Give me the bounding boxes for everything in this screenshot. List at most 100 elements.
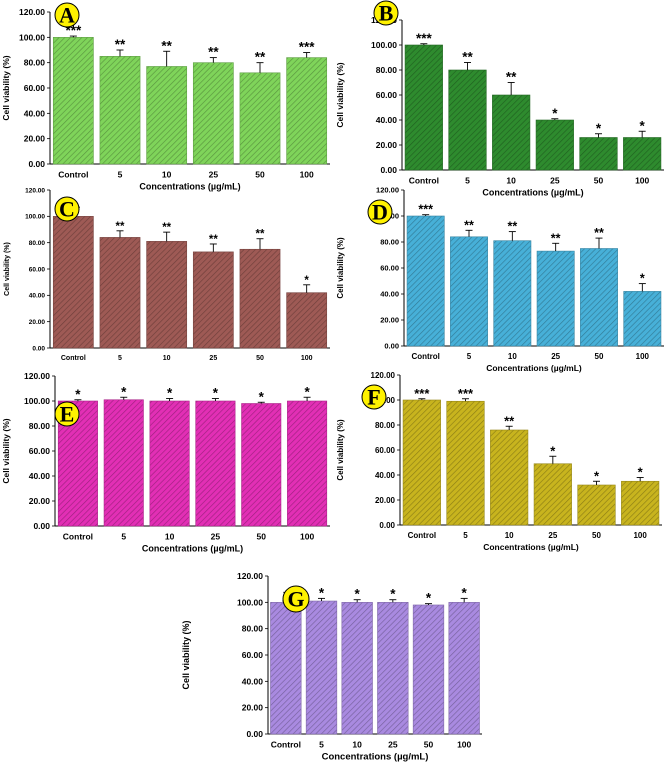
x-tick-label: 50 xyxy=(424,740,434,750)
x-tick-label: 10 xyxy=(508,352,517,361)
x-tick-label: 100 xyxy=(635,176,649,186)
x-tick-label: 50 xyxy=(594,176,604,186)
significance-marker: * xyxy=(552,106,558,121)
x-tick-label: 5 xyxy=(121,532,126,542)
panel-letter: E xyxy=(60,402,75,427)
significance-marker: ** xyxy=(464,218,474,232)
bar-100 xyxy=(286,57,328,165)
y-axis-title: Cell viability (%) xyxy=(181,620,191,689)
bar-100 xyxy=(623,137,662,171)
y-tick-label: 100.00 xyxy=(237,597,263,607)
y-tick-label: 60.00 xyxy=(24,83,46,93)
chart-panel-b: 0.0020.0040.0060.0080.00100.00120.00***C… xyxy=(334,0,669,198)
y-tick-label: 0.00 xyxy=(379,521,395,530)
bar-100 xyxy=(448,602,480,735)
bar-10 xyxy=(341,602,373,735)
significance-marker: * xyxy=(596,121,602,136)
panel-letter-badge xyxy=(367,199,393,225)
y-tick-label: 120.00 xyxy=(25,187,45,194)
y-axis-title: Cell viability (%) xyxy=(1,55,11,120)
y-tick-label: 40.00 xyxy=(375,471,396,480)
y-tick-label: 120.00 xyxy=(376,186,399,195)
y-tick-label: 60.00 xyxy=(29,446,51,456)
x-axis-title: Concentrations (µg/mL) xyxy=(142,544,243,554)
significance-marker: ** xyxy=(255,50,266,65)
significance-marker: ** xyxy=(504,413,515,428)
significance-marker: ** xyxy=(162,222,171,234)
chart-panel-a: 0.00 20.00 40.00 60.00 80.00 100.00 120.00 *** C… xyxy=(0,0,334,192)
bar-25 xyxy=(533,463,572,526)
chart-panel-c: 0.0020.0040.0060.0080.00100.00120.00***C… xyxy=(0,182,334,366)
bar-25 xyxy=(192,62,234,165)
y-tick-label: 0.00 xyxy=(33,521,50,531)
y-tick-label: 80.00 xyxy=(376,65,398,75)
bar-50 xyxy=(239,72,281,165)
significance-marker: * xyxy=(550,443,556,458)
significance-marker: * xyxy=(319,585,325,600)
bar-control xyxy=(402,399,441,526)
y-tick-label: 80.00 xyxy=(29,240,46,247)
y-tick-label: 60.00 xyxy=(375,446,396,455)
y-tick-label: 20.00 xyxy=(29,496,51,506)
significance-marker: ** xyxy=(116,221,125,233)
x-tick-label: 50 xyxy=(255,170,265,180)
x-tick-label: 50 xyxy=(256,355,264,362)
x-axis-title: Concentrations (µg/mL) xyxy=(483,542,579,552)
y-tick-label: 0.00 xyxy=(384,342,399,351)
y-tick-label: 60.00 xyxy=(376,90,398,100)
x-tick-label: 100 xyxy=(633,531,647,540)
bar-100 xyxy=(621,480,660,526)
x-axis-title: Concentrations (µg/mL) xyxy=(482,188,583,198)
x-tick-label: 10 xyxy=(506,176,516,186)
chart-svg-a: 0.00 20.00 40.00 60.00 80.00 100.00 120.00 *** C… xyxy=(1,2,330,192)
bar-10 xyxy=(146,241,188,349)
significance-marker: ** xyxy=(506,70,517,85)
significance-marker: * xyxy=(304,275,309,287)
bar-5 xyxy=(103,399,144,527)
y-tick-label: 100.00 xyxy=(19,32,45,42)
bar-5 xyxy=(450,236,488,347)
x-tick-label: Control xyxy=(408,531,436,540)
significance-marker: *** xyxy=(416,31,433,46)
bar-50 xyxy=(579,137,618,171)
significance-marker: * xyxy=(638,465,644,480)
x-tick-label: 25 xyxy=(550,176,560,186)
bar-10 xyxy=(149,400,190,527)
y-tick-label: 0.00 xyxy=(32,345,45,352)
chart-svg-d: 0.0020.0040.0060.0080.00100.00120.00***C… xyxy=(336,186,664,373)
chart-svg-f: 0.0020.0040.0060.0080.00100.00120.00***C… xyxy=(336,371,662,552)
bar-25 xyxy=(377,602,409,735)
y-tick-label: 40.00 xyxy=(24,108,46,118)
x-tick-label: Control xyxy=(61,355,86,362)
x-tick-label: Control xyxy=(271,740,301,750)
bar-5 xyxy=(99,56,141,165)
significance-marker: ** xyxy=(115,37,126,52)
y-tick-label: 20.00 xyxy=(29,319,46,326)
bar-50 xyxy=(241,403,282,527)
significance-marker: *** xyxy=(414,386,430,401)
y-tick-label: 80.00 xyxy=(375,421,396,430)
y-tick-label: 0.00 xyxy=(380,165,397,175)
bar-10 xyxy=(490,429,529,526)
chart-svg-e: 0.00 20.00 40.00 60.00 80.00 100.00 120.00 * Con… xyxy=(1,371,330,554)
x-tick-label: Control xyxy=(411,352,439,361)
x-tick-label: 5 xyxy=(465,176,470,186)
y-tick-label: 20.00 xyxy=(380,316,399,325)
y-axis-title: Cell viability (%) xyxy=(335,62,345,127)
significance-marker: *** xyxy=(299,40,316,55)
panel-letter-badge xyxy=(373,0,399,26)
y-axis-title: Cell viability (%) xyxy=(1,418,11,483)
x-tick-label: 5 xyxy=(467,352,472,361)
significance-marker: ** xyxy=(594,226,604,240)
x-tick-label: Control xyxy=(58,170,88,180)
significance-marker: * xyxy=(426,591,432,606)
panel-letter-badge xyxy=(54,401,80,427)
significance-marker: * xyxy=(355,587,361,602)
bar-5 xyxy=(448,69,487,171)
y-tick-label: 100.00 xyxy=(371,40,397,50)
significance-marker: * xyxy=(304,384,310,399)
significance-marker: ** xyxy=(462,50,473,65)
panel-letter: B xyxy=(379,1,394,26)
x-tick-label: 10 xyxy=(352,740,362,750)
y-axis-title: Cell viability (%) xyxy=(4,242,11,296)
